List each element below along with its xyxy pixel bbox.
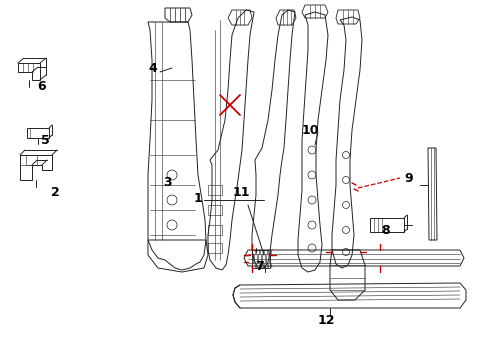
Text: 7: 7 (255, 261, 264, 274)
Text: 3: 3 (163, 175, 171, 189)
Text: 10: 10 (301, 123, 318, 136)
Text: 9: 9 (404, 171, 412, 184)
Text: 2: 2 (51, 185, 59, 198)
Text: 8: 8 (381, 225, 389, 238)
Text: 1: 1 (193, 192, 202, 204)
Text: 4: 4 (148, 62, 157, 75)
Text: 5: 5 (41, 135, 49, 148)
Text: 6: 6 (38, 80, 46, 93)
Text: 11: 11 (232, 186, 249, 199)
Text: 12: 12 (317, 314, 334, 327)
